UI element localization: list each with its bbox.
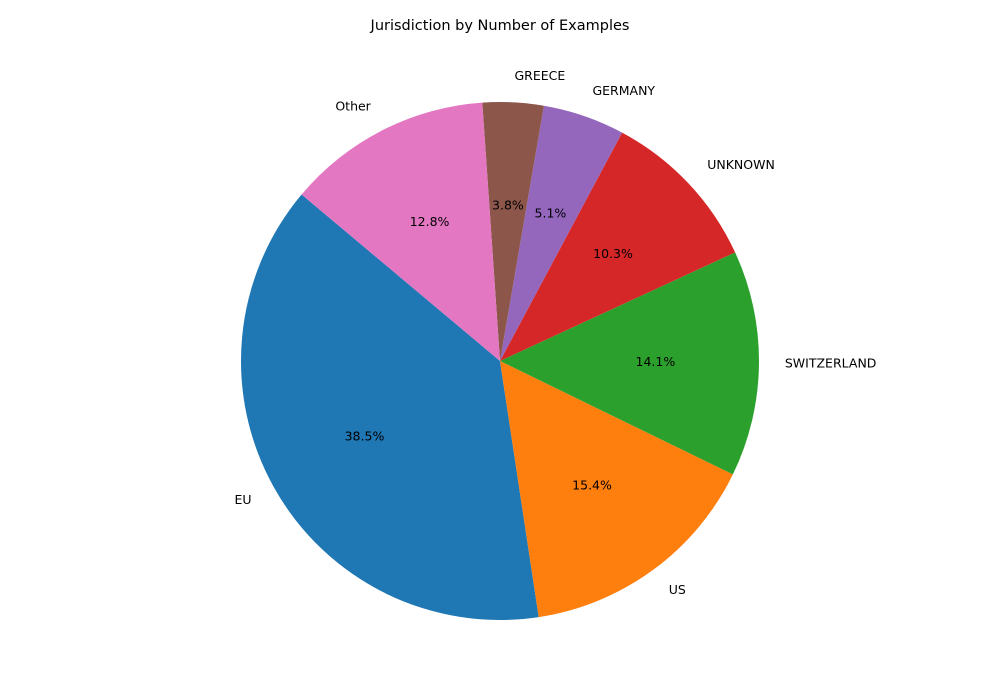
pie-slices [240,102,760,621]
pct-label-greece: 3.8% [492,197,524,212]
pie-slice-other [301,102,500,362]
pie-slice-us [500,361,733,618]
pie-slice-greece [482,102,544,361]
slice-label-us: US [669,582,686,597]
pie-slice-switzerland [500,252,760,475]
slice-label-eu: EU [234,492,251,507]
slice-label-germany: GERMANY [592,83,655,98]
pie-slice-unknown [500,132,736,361]
chart-title: Jurisdiction by Number of Examples [370,18,630,34]
slice-label-unknown: UNKNOWN [707,157,775,172]
pie-labels: EU 38.5% US 15.4% SWITZERLAND 14.1% UNKNOWN 10.… [234,68,876,597]
pie-slice-germany [500,105,623,361]
pct-label-unknown: 10.3% [593,246,633,261]
pct-label-germany: 5.1% [535,206,567,221]
slice-label-greece: GREECE [515,68,566,83]
slice-label-switzerland: SWITZERLAND [785,355,877,370]
pct-label-us: 15.4% [572,478,612,493]
pie-slice-eu [240,194,539,621]
pct-label-eu: 38.5% [345,429,385,444]
pct-label-switzerland: 14.1% [636,354,676,369]
pct-label-other: 12.8% [410,214,450,229]
slice-label-other: Other [335,99,371,114]
